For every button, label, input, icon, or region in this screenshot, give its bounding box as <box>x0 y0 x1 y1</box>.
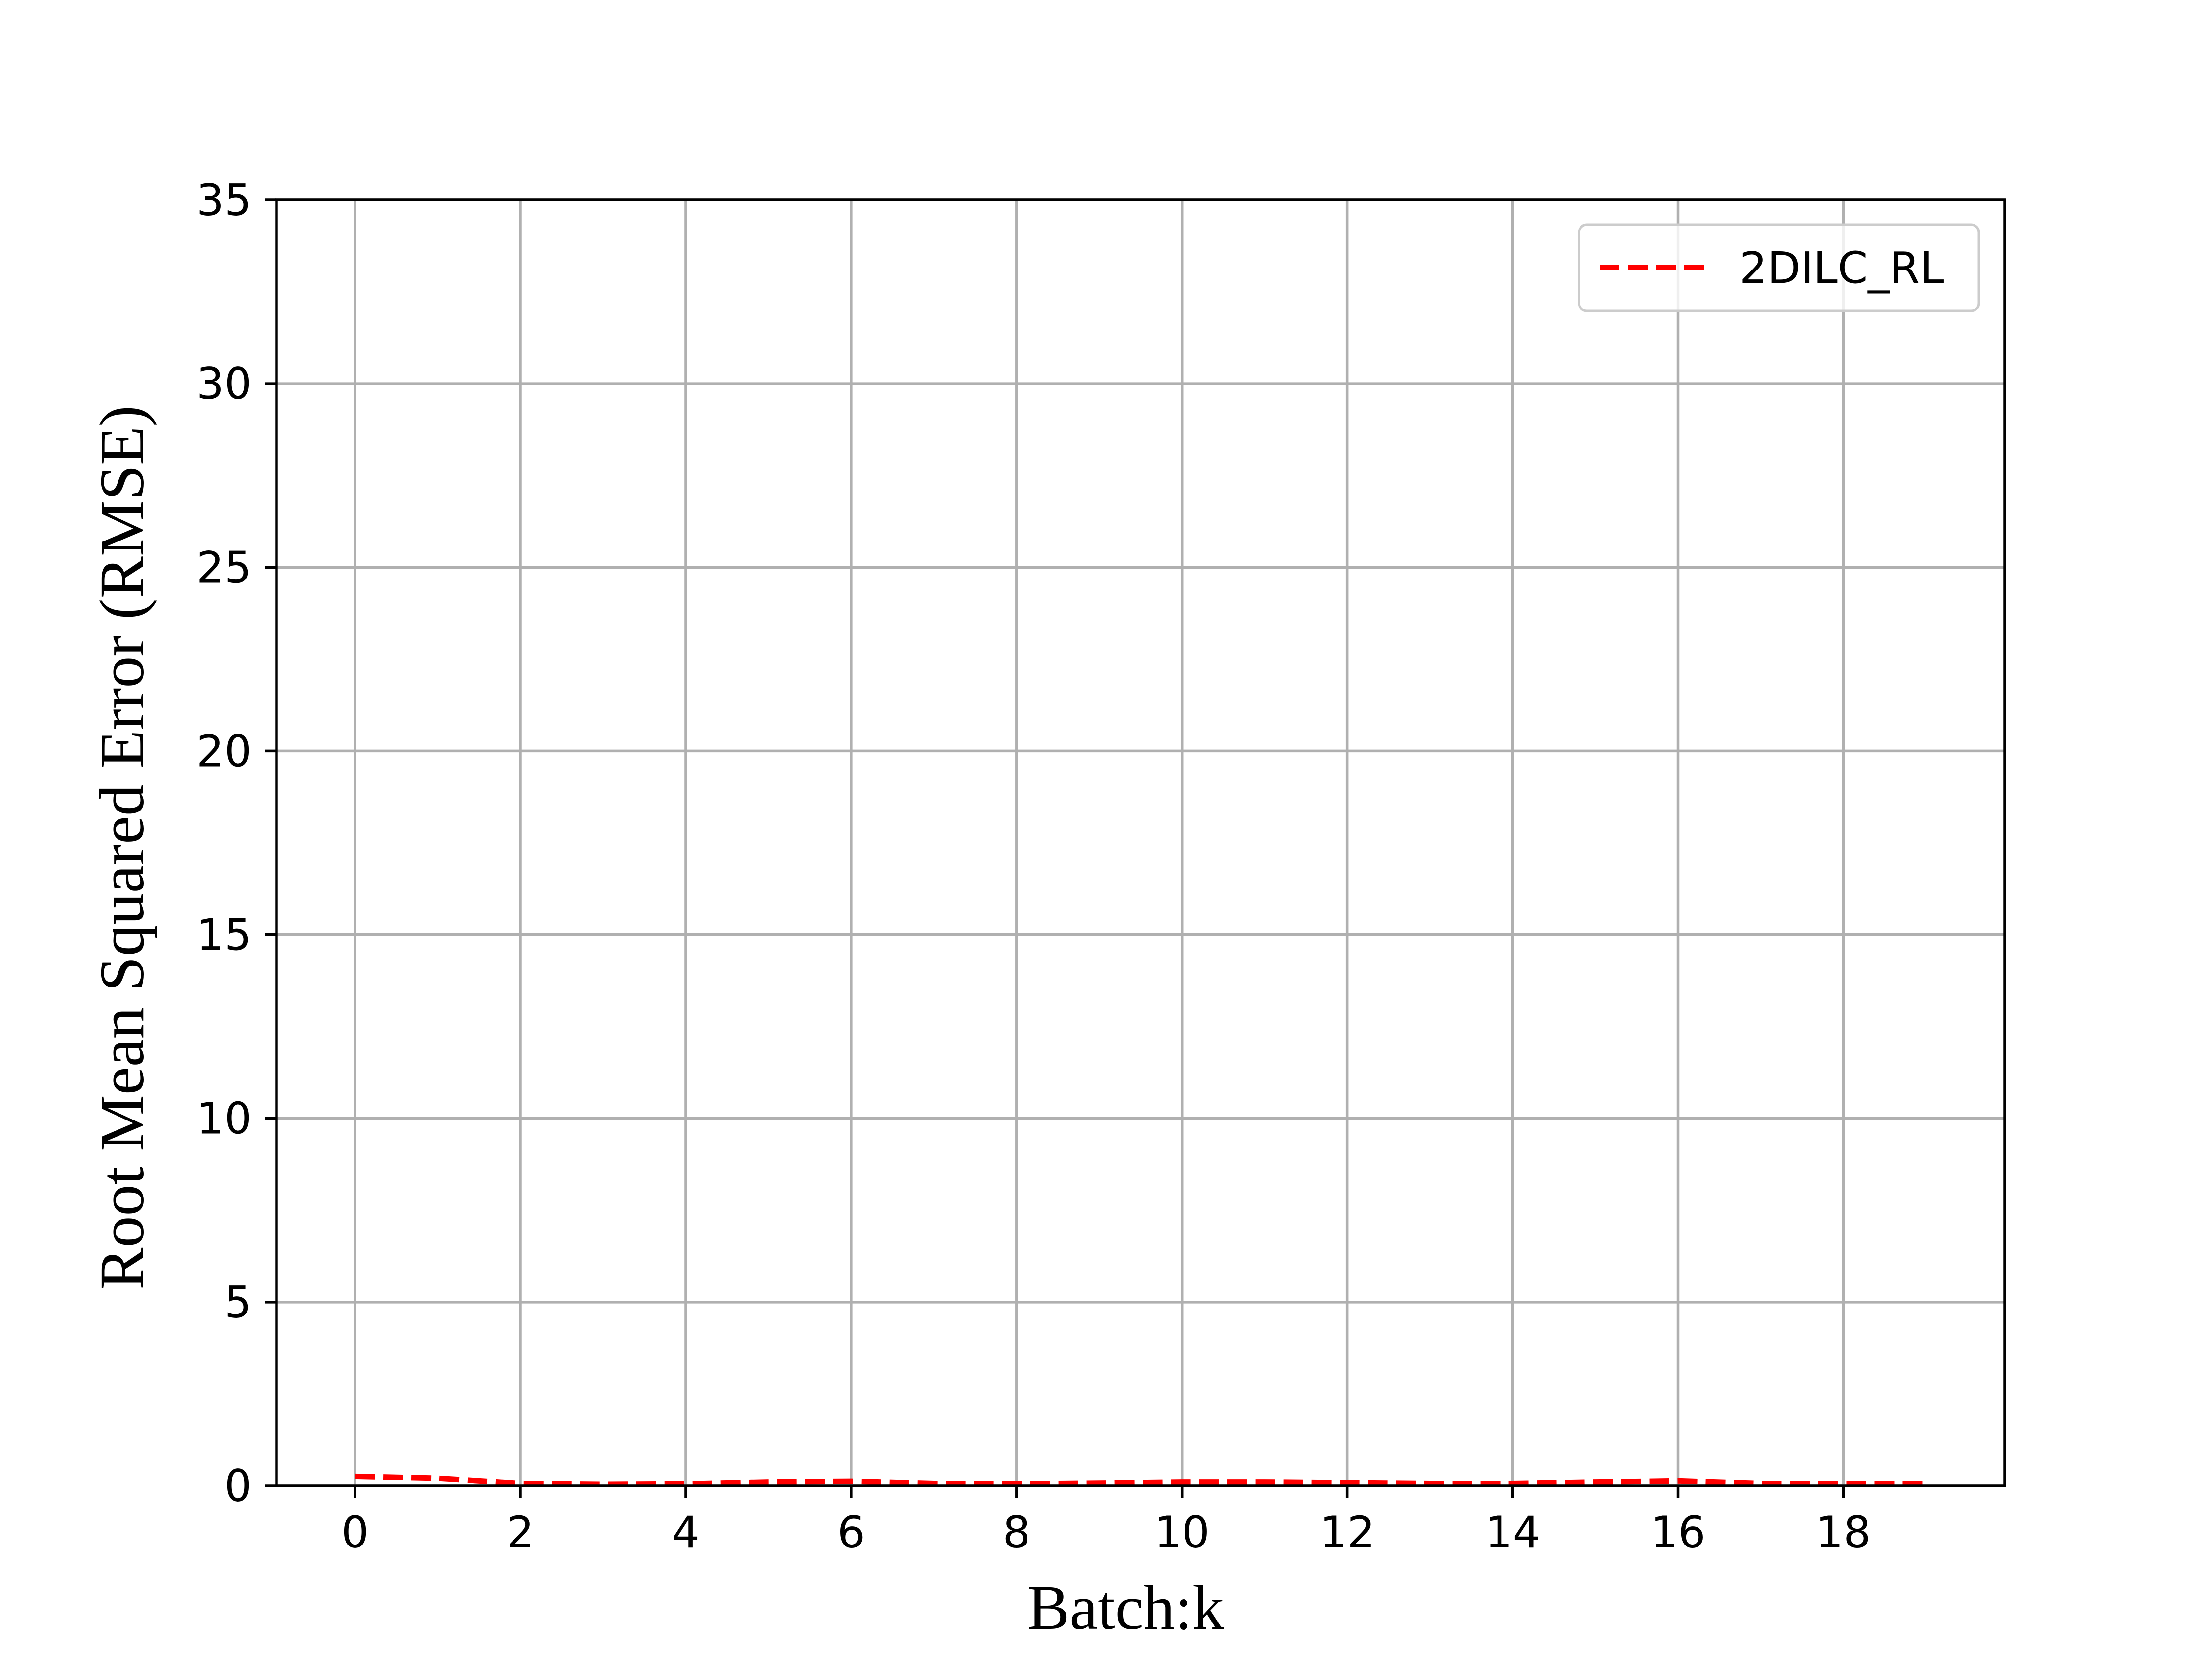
plot-series <box>355 1473 1926 1487</box>
axes: 0 2 4 6 8 10 12 14 16 18 0 5 10 15 20 25 30 35 <box>197 175 2006 1558</box>
legend-box <box>1578 223 1980 312</box>
x-tick-label-9: 18 <box>1816 1507 1871 1558</box>
legend-label-0: 2DILC_RL <box>1739 243 1944 294</box>
y-tick-label-2: 10 <box>197 1093 252 1144</box>
x-tick-label-5: 10 <box>1154 1507 1210 1558</box>
x-tick-label-0: 0 <box>341 1507 369 1558</box>
x-tick-label-2: 4 <box>672 1507 700 1558</box>
y-tick-label-7: 35 <box>197 175 252 226</box>
x-tick-label-4: 8 <box>1003 1507 1030 1558</box>
y-tick-label-3: 15 <box>197 910 252 961</box>
y-tick-label-4: 20 <box>197 726 252 776</box>
x-tick-label-6: 12 <box>1320 1507 1375 1558</box>
x-tick-label-7: 14 <box>1485 1507 1540 1558</box>
y-tick-label-6: 30 <box>197 358 252 409</box>
x-tick-label-3: 6 <box>837 1507 865 1558</box>
y-tick-label-1: 5 <box>224 1277 252 1328</box>
y-tick-label-0: 0 <box>224 1461 252 1511</box>
plot-frame <box>275 198 2006 1487</box>
y-axis-title: Root Mean Squared Error (RMSE) <box>87 405 157 1290</box>
x-axis-title: Batch:k <box>1027 1573 1224 1643</box>
legend: 2DILC_RL <box>1578 223 1980 312</box>
y-tick-label-5: 25 <box>197 542 252 593</box>
x-tick-label-8: 16 <box>1651 1507 1706 1558</box>
x-tick-label-1: 2 <box>507 1507 534 1558</box>
series-line-0 <box>355 1473 1926 1487</box>
